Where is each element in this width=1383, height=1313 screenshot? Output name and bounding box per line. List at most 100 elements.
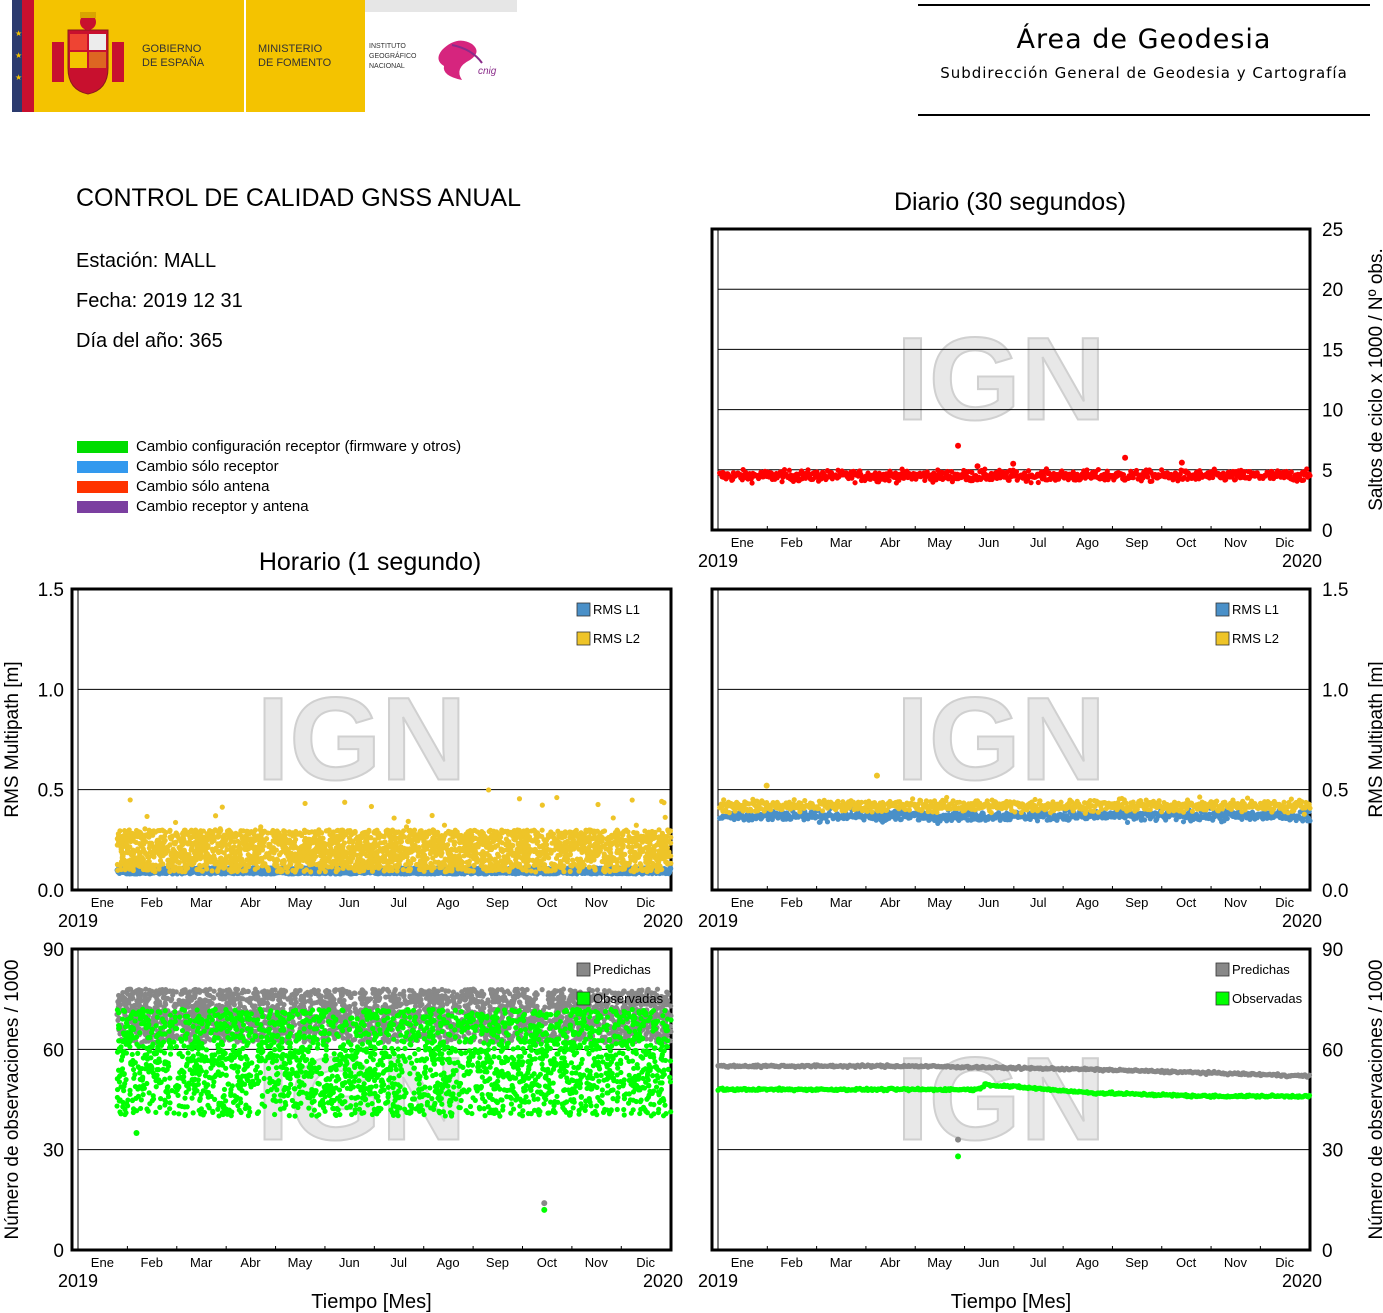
month-label: Dic	[636, 895, 655, 910]
month-label: Jun	[978, 535, 999, 550]
data-point	[1025, 468, 1032, 474]
date-label: Fecha: 2019 12 31	[76, 290, 243, 312]
y-axis-label: RMS Multipath [m]	[2, 661, 23, 817]
data-point	[258, 870, 264, 877]
data-point	[496, 853, 502, 859]
data-point	[662, 814, 668, 820]
month-label: Ago	[1076, 535, 1099, 550]
y-tick-label: 0.0	[38, 881, 64, 902]
data-point	[609, 841, 615, 847]
data-point	[144, 813, 150, 820]
daily-section-title: Diario (30 segundos)	[893, 188, 1127, 216]
coat-of-arms-icon	[52, 12, 124, 95]
data-point	[1220, 470, 1226, 476]
month-label: Jul	[390, 895, 407, 910]
data-point	[1084, 467, 1090, 473]
ministry-text-2: DE FOMENTO	[258, 57, 332, 69]
data-point	[779, 479, 785, 485]
data-point	[516, 870, 522, 877]
data-point	[786, 467, 792, 473]
data-point	[610, 815, 616, 821]
data-point	[1013, 469, 1020, 475]
legend-label: Cambio sólo antena	[136, 478, 270, 495]
data-point	[852, 480, 858, 486]
month-label: May	[288, 895, 313, 910]
data-point	[391, 815, 397, 821]
data-point	[587, 855, 593, 861]
data-point	[979, 475, 985, 481]
gov-text-1: GOBIERNO	[142, 43, 202, 55]
data-point	[640, 867, 646, 874]
data-point	[406, 866, 412, 872]
gobierno-logo-graphic: ★ ★ ★ GOBIERNO DE ESPAÑA MINISTERIO DE F…	[12, 0, 517, 112]
data-point	[1120, 471, 1127, 478]
month-label: Oct	[1176, 535, 1197, 550]
legend-swatch	[77, 461, 128, 473]
month-label: Jun	[339, 895, 360, 910]
data-point	[1046, 470, 1052, 476]
year-start-label: 2019	[58, 911, 98, 931]
data-point	[441, 822, 448, 828]
y-tick-label: 0.5	[38, 781, 64, 802]
data-point	[1043, 466, 1050, 472]
data-point	[212, 813, 219, 819]
month-label: Nov	[585, 895, 609, 910]
station-label: Estación: MALL	[76, 250, 217, 272]
data-point	[452, 839, 458, 845]
data-point	[456, 852, 462, 859]
month-label: Ene	[91, 895, 114, 910]
data-point	[320, 835, 326, 841]
y-tick-label: 25	[1322, 220, 1343, 241]
data-point	[1307, 472, 1313, 479]
data-point	[666, 867, 672, 873]
ign-text-3: NACIONAL	[369, 63, 405, 70]
data-point	[567, 868, 573, 875]
data-point	[413, 870, 419, 877]
data-point	[1006, 477, 1012, 483]
data-point	[1028, 480, 1034, 486]
doy-label: Día del año: 365	[76, 330, 223, 352]
legend-swatch	[77, 441, 128, 453]
data-point	[288, 840, 295, 846]
data-point	[398, 838, 405, 845]
month-label: Feb	[141, 895, 163, 910]
year-start-label: 2019	[698, 551, 738, 571]
month-label: May	[927, 535, 952, 550]
data-point	[486, 787, 492, 793]
series-points	[717, 442, 1313, 486]
watermark-text: IGN	[896, 314, 1106, 446]
month-label: Abr	[880, 535, 901, 550]
y-tick-label: 15	[1322, 340, 1343, 361]
data-point	[554, 794, 560, 801]
government-logos: ★ ★ ★ GOBIERNO DE ESPAÑA MINISTERIO DE F…	[12, 0, 517, 112]
area-subtitle: Subdirección General de Geodesia y Carto…	[940, 64, 1348, 82]
legend-swatch	[77, 501, 128, 513]
data-point	[982, 466, 988, 472]
y-tick-label: 10	[1322, 401, 1343, 422]
area-header: Área de Geodesia Subdirección General de…	[918, 4, 1370, 116]
data-point	[944, 468, 951, 475]
y-tick-label: 0	[1322, 521, 1333, 542]
data-point	[172, 819, 179, 826]
data-point	[405, 818, 411, 824]
legend-label: Cambio receptor y antena	[136, 498, 309, 515]
month-label: Nov	[1224, 535, 1248, 550]
report-title: CONTROL DE CALIDAD GNSS ANUAL	[76, 184, 522, 212]
data-point	[933, 477, 939, 483]
data-point	[231, 844, 237, 850]
area-title: Área de Geodesia	[1016, 24, 1272, 55]
data-point	[539, 802, 545, 808]
month-label: Dic	[1275, 535, 1294, 550]
data-point	[219, 804, 225, 810]
gov-text-2: DE ESPAÑA	[142, 56, 205, 69]
data-point	[162, 869, 168, 875]
data-point	[1149, 478, 1155, 484]
month-label: Ago	[437, 895, 460, 910]
data-layer	[717, 442, 1313, 486]
ign-text-2: GEOGRÁFICO	[369, 51, 417, 60]
data-point	[528, 868, 534, 874]
legend-label: Cambio configuración receptor (firmware …	[136, 438, 462, 455]
outlier-point	[955, 442, 962, 449]
data-point	[487, 827, 494, 833]
data-point	[617, 836, 624, 842]
